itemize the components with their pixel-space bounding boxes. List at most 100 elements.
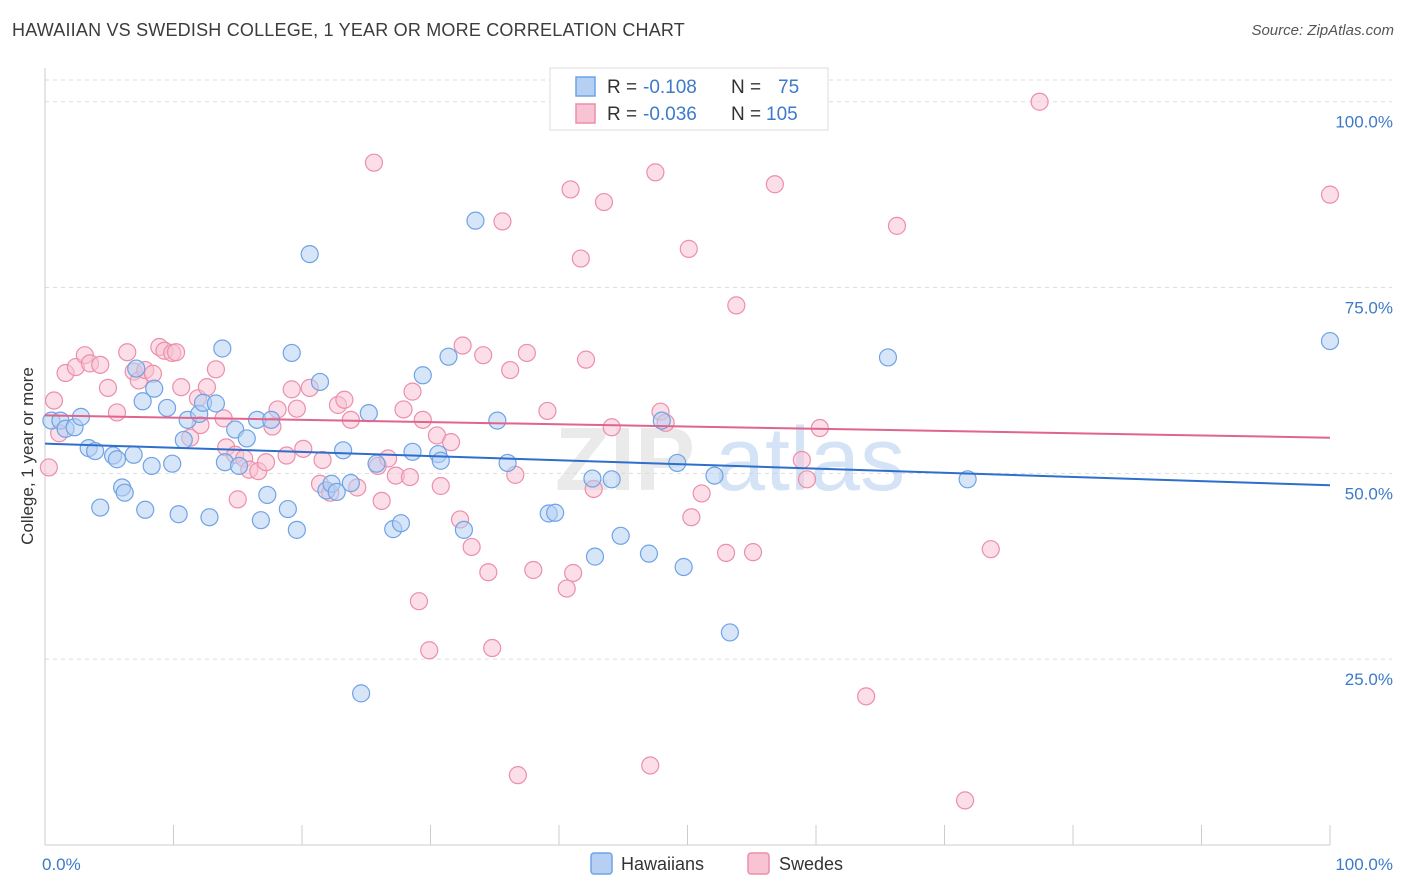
point-swedes (517, 343, 536, 363)
point-hawaiians (213, 339, 232, 358)
point-hawaiians (107, 450, 127, 469)
point-swedes (571, 249, 590, 268)
point-hawaiians (413, 366, 432, 385)
point-hawaiians (163, 454, 182, 473)
point-swedes (172, 378, 191, 397)
point-swedes (197, 378, 217, 397)
point-hawaiians (454, 520, 474, 539)
trend-lines (44, 414, 1331, 487)
bottom-legend-swatch-swedes (747, 852, 770, 875)
point-swedes (287, 399, 306, 418)
legend-n-value-1: 75 (778, 77, 799, 98)
legend-n-value-2: 105 (766, 104, 798, 125)
point-swedes (118, 343, 137, 362)
chart-title: HAWAIIAN VS SWEDISH COLLEGE, 1 YEAR OR M… (12, 20, 685, 40)
point-swedes (716, 543, 736, 562)
point-hawaiians (237, 429, 256, 448)
point-hawaiians (466, 211, 485, 230)
point-hawaiians (1320, 331, 1340, 351)
point-swedes (564, 563, 583, 583)
point-hawaiians (674, 557, 693, 577)
legend-r-label-1: R = (607, 77, 637, 98)
point-swedes (727, 296, 746, 315)
bottom-legend-swedes: Swedes (779, 854, 843, 874)
point-swedes (561, 180, 580, 199)
legend-r-label-2: R = (607, 104, 637, 125)
point-hawaiians (127, 359, 146, 378)
point-hawaiians (720, 623, 740, 642)
point-swedes (413, 410, 432, 429)
point-hawaiians (229, 456, 249, 476)
x-tick-labels: 0.0% 100.0% (42, 855, 1393, 874)
point-swedes (98, 378, 118, 397)
point-swedes (524, 560, 543, 580)
point-hawaiians (602, 470, 621, 489)
point-swedes (641, 756, 660, 775)
point-swedes (538, 401, 557, 421)
y-axis-label: College, 1 year or more (18, 367, 37, 545)
point-hawaiians (251, 511, 270, 530)
point-swedes (313, 450, 332, 470)
point-hawaiians (431, 451, 450, 470)
point-swedes (277, 446, 296, 465)
point-hawaiians (327, 482, 346, 502)
point-hawaiians (200, 508, 219, 527)
point-hawaiians (367, 454, 386, 473)
point-hawaiians (174, 430, 193, 450)
point-swedes (743, 543, 763, 562)
y-tick-label: 75.0% (1345, 299, 1393, 318)
point-hawaiians (91, 498, 110, 517)
point-swedes (479, 563, 498, 582)
point-swedes (692, 484, 711, 503)
point-hawaiians (86, 441, 105, 461)
point-hawaiians (391, 514, 411, 533)
point-hawaiians (136, 500, 155, 519)
point-hawaiians (115, 483, 134, 502)
point-swedes (501, 360, 520, 380)
point-swedes (508, 766, 527, 785)
point-hawaiians (352, 684, 371, 703)
trend-line-swedes (44, 414, 1331, 439)
point-swedes (602, 418, 621, 437)
bottom-legend-swatch-hawaiians (590, 852, 613, 875)
point-swedes (765, 175, 784, 194)
point-swedes (394, 400, 413, 419)
point-swedes (792, 450, 811, 470)
point-hawaiians (142, 456, 161, 476)
point-swedes (1030, 92, 1049, 111)
legend-r-value-1: -0.108 (643, 77, 697, 98)
point-swedes (39, 458, 58, 477)
point-swedes (400, 467, 420, 487)
point-swedes (294, 439, 313, 458)
x-tick-label-max: 100.0% (1335, 855, 1393, 874)
point-swedes (107, 403, 127, 422)
point-swedes (646, 163, 665, 182)
point-hawaiians (124, 445, 143, 464)
legend-n-label-2: N = (731, 104, 761, 125)
point-swedes (372, 491, 391, 510)
point-hawaiians (585, 547, 605, 566)
point-swedes (441, 433, 461, 452)
point-hawaiians (169, 505, 188, 524)
point-swedes (228, 490, 247, 509)
point-hawaiians (498, 453, 517, 473)
point-swedes (420, 641, 439, 660)
point-swedes (981, 540, 1000, 559)
point-swedes (887, 216, 907, 235)
point-swedes (483, 638, 502, 658)
point-hawaiians (258, 485, 277, 505)
point-hawaiians (652, 411, 671, 430)
point-swedes (364, 153, 384, 172)
legend-swatch-hawaiians (575, 76, 596, 97)
point-hawaiians (278, 499, 297, 519)
point-swedes (797, 470, 817, 489)
point-hawaiians (157, 398, 177, 418)
point-hawaiians (282, 343, 301, 363)
point-hawaiians (133, 392, 152, 411)
point-swedes (462, 537, 481, 557)
point-swedes (206, 360, 226, 379)
point-hawaiians (583, 469, 602, 488)
series-legend: Hawaiians Swedes (590, 852, 843, 875)
point-hawaiians (341, 473, 360, 493)
